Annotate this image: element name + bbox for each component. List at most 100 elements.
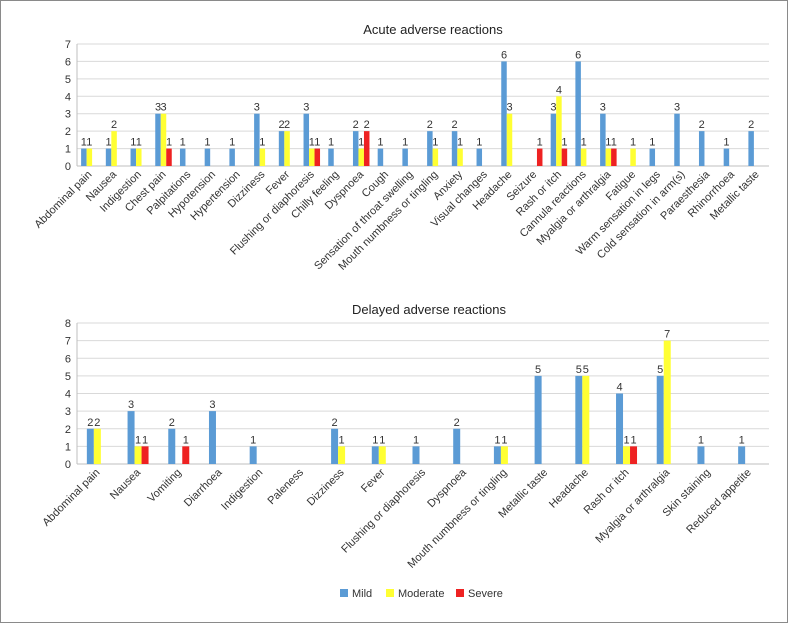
acute-data-label-mild-nausea: 1 (106, 137, 112, 149)
acute-data-label-mild-cannula-reactions: 6 (575, 49, 581, 61)
acute-bar-mild-sensation-of-throat-swelling (402, 148, 408, 166)
acute-bar-moderate-chest-pain (160, 113, 167, 166)
acute-bar-mild-abdominal-pain (81, 148, 87, 166)
acute-bar-mild-chilly-feeling (328, 148, 334, 166)
acute-data-label-moderate-headache: 3 (506, 102, 512, 114)
acute-bar-severe-chest-pain (166, 148, 172, 166)
acute-data-label-mild-dyspnoea: 2 (353, 119, 359, 131)
acute-data-label-mild-warm-sensation-in-legs: 1 (649, 137, 655, 149)
delayed-bar-moderate-nausea (134, 446, 142, 464)
acute-bar-mild-mouth-numbness-or-tingling (427, 131, 433, 166)
delayed-data-label-mild-diarrhoea: 3 (209, 399, 215, 411)
acute-data-label-mild-dizziness: 3 (254, 102, 260, 114)
acute-bar-mild-flushing-or-diaphoresis (303, 113, 310, 166)
acute-bar-moderate-dyspnoea (358, 148, 364, 166)
legend-label-severe: Severe (468, 588, 503, 600)
delayed-bar-moderate-abdominal-pain (93, 428, 101, 464)
delayed-category-label: Indigestion (219, 467, 265, 513)
acute-data-label-mild-chest-pain: 3 (155, 102, 161, 114)
delayed-category-label: Dizziness (305, 466, 347, 508)
acute-bar-moderate-nausea (111, 131, 117, 166)
acute-bar-mild-anxiety (451, 131, 458, 166)
acute-data-label-moderate-dyspnoea: 1 (358, 137, 364, 149)
acute-data-label-mild-fever: 2 (279, 119, 285, 131)
delayed-y-tick-label: 4 (65, 389, 71, 401)
acute-bar-severe-flushing-or-diaphoresis (314, 148, 321, 166)
delayed-bar-mild-flushing-or-diaphoresis (412, 446, 420, 464)
acute-y-tick-label: 0 (65, 161, 71, 173)
acute-data-label-moderate-fatigue: 1 (630, 137, 636, 149)
delayed-data-label-moderate-nausea: 1 (135, 434, 141, 446)
acute-bar-mild-indigestion (130, 148, 137, 166)
delayed-bar-mild-skin-staining (697, 446, 705, 464)
acute-bar-mild-dizziness (254, 113, 260, 166)
delayed-data-label-severe-rash-or-itch: 1 (630, 434, 636, 446)
acute-bar-severe-rash-or-itch (561, 148, 568, 166)
acute-data-label-moderate-mouth-numbness-or-tingling: 1 (432, 137, 438, 149)
delayed-data-label-mild-skin-staining: 1 (698, 434, 704, 446)
acute-data-label-mild-abdominal-pain: 1 (81, 137, 87, 149)
acute-data-label-mild-palpitations: 1 (180, 137, 186, 149)
acute-y-tick-label: 4 (65, 91, 71, 103)
acute-bar-mild-palpitations (179, 148, 186, 166)
delayed-category-label: Myalgia or arthralgia (593, 466, 673, 546)
acute-bar-mild-hypotension (204, 148, 211, 166)
acute-bar-moderate-flushing-or-diaphoresis (309, 148, 315, 166)
delayed-data-label-moderate-headache: 5 (583, 364, 589, 376)
acute-bar-mild-hypertension (229, 148, 235, 166)
delayed-data-label-mild-dyspnoea: 2 (454, 417, 460, 429)
acute-data-label-mild-visual-changes: 1 (476, 137, 482, 149)
acute-bar-moderate-indigestion (136, 148, 142, 166)
acute-data-label-moderate-abdominal-pain: 1 (86, 137, 92, 149)
delayed-y-tick-label: 5 (65, 371, 71, 383)
acute-category-label: Abdominal pain (32, 169, 94, 231)
acute-data-label-moderate-chest-pain: 3 (160, 102, 166, 114)
delayed-data-label-moderate-myalgia-or-arthralgia: 7 (664, 329, 670, 341)
delayed-data-label-mild-metallic-taste: 5 (535, 364, 541, 376)
acute-bar-mild-nausea (105, 148, 112, 166)
delayed-y-tick-label: 0 (65, 459, 71, 471)
delayed-data-label-moderate-mouth-numbness-or-tingling: 1 (501, 434, 507, 446)
delayed-y-tick-label: 7 (65, 336, 71, 348)
acute-data-label-moderate-fever: 2 (284, 119, 290, 131)
acute-bar-mild-rhinorrhoea (723, 148, 730, 166)
acute-data-label-severe-flushing-or-diaphoresis: 1 (314, 137, 320, 149)
delayed-bar-mild-diarrhoea (208, 411, 216, 464)
delayed-category-label: Fever (359, 466, 388, 495)
delayed-data-label-mild-flushing-or-diaphoresis: 1 (413, 434, 419, 446)
delayed-bar-mild-vomiting (168, 428, 176, 464)
delayed-bar-severe-nausea (141, 446, 149, 464)
delayed-data-label-mild-mouth-numbness-or-tingling: 1 (494, 434, 500, 446)
delayed-bar-mild-rash-or-itch (616, 393, 624, 464)
acute-data-label-mild-chilly-feeling: 1 (328, 137, 334, 149)
delayed-category-label: Nausea (108, 466, 144, 502)
acute-data-label-moderate-rash-or-itch: 4 (556, 84, 562, 96)
delayed-data-label-moderate-abdominal-pain: 2 (94, 417, 100, 429)
acute-data-label-moderate-flushing-or-diaphoresis: 1 (309, 137, 315, 149)
acute-data-label-mild-indigestion: 1 (130, 137, 136, 149)
delayed-data-label-mild-indigestion: 1 (250, 434, 256, 446)
delayed-bar-mild-dizziness (331, 428, 339, 464)
acute-bar-severe-seizure (536, 148, 543, 166)
delayed-category-label: Headache (547, 467, 591, 511)
acute-data-label-mild-metallic-taste: 2 (748, 119, 754, 131)
acute-bar-mild-dyspnoea (352, 131, 359, 166)
delayed-category-label: Flushing or diaphoresis (339, 466, 428, 555)
acute-bar-mild-myalgia-or-arthralgia (600, 113, 606, 166)
delayed-bar-mild-reduced-appetite (738, 446, 746, 464)
acute-bar-mild-metallic-taste (748, 131, 754, 166)
acute-data-label-mild-flushing-or-diaphoresis: 3 (303, 102, 309, 114)
acute-bar-moderate-rash-or-itch (556, 96, 562, 166)
acute-bar-mild-rash-or-itch (550, 113, 557, 166)
delayed-y-tick-label: 6 (65, 353, 71, 365)
delayed-category-label: Vomiting (146, 467, 184, 505)
legend: Mild Moderate Severe (340, 588, 503, 600)
acute-bar-mild-headache (501, 61, 507, 166)
delayed-y-tick-label: 3 (65, 406, 71, 418)
legend-swatch-mild (340, 589, 348, 597)
acute-data-label-mild-sensation-of-throat-swelling: 1 (402, 137, 408, 149)
acute-data-label-moderate-myalgia-or-arthralgia: 1 (605, 137, 611, 149)
acute-data-label-mild-paraesthesia: 2 (699, 119, 705, 131)
acute-bar-mild-paraesthesia (698, 131, 705, 166)
